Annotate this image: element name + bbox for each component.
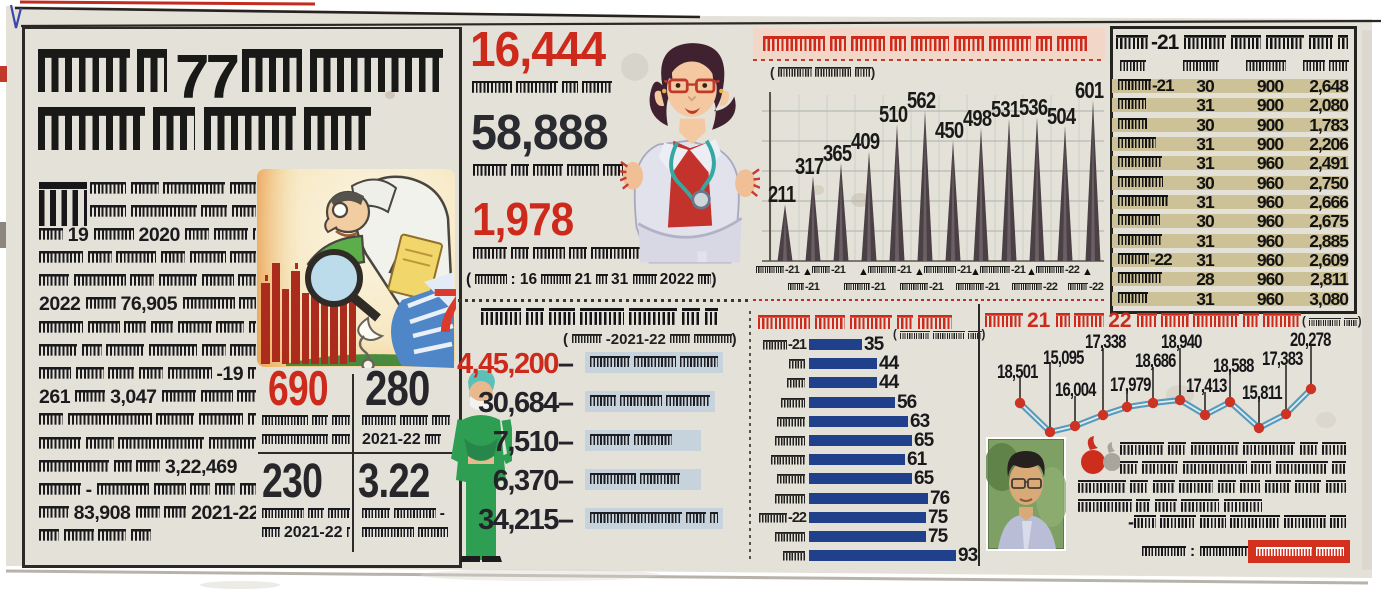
- svg-text:7: 7: [432, 277, 456, 346]
